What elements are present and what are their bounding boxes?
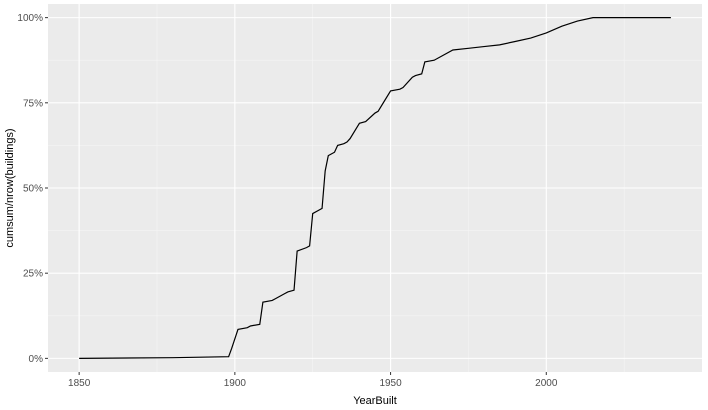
x-axis: 1850 1900 1950 2000 (68, 372, 558, 389)
series-line (79, 17, 671, 359)
y-tick-label: 25% (23, 269, 43, 280)
x-tick-label: 2000 (535, 378, 558, 389)
x-tick-label: 1850 (68, 378, 91, 389)
y-axis: 0% 25% 50% 75% 100% (17, 13, 48, 365)
x-tick-label: 1900 (224, 378, 247, 389)
y-tick-label: 75% (23, 98, 43, 109)
y-axis-title: cumsum/nrow(buildings) (4, 128, 16, 247)
y-tick-label: 50% (23, 184, 43, 195)
x-tick-label: 1950 (379, 378, 402, 389)
x-axis-title: YearBuilt (353, 395, 397, 407)
y-tick-label: 100% (17, 13, 43, 24)
major-gridlines (48, 4, 702, 372)
y-tick-label: 0% (29, 354, 44, 365)
